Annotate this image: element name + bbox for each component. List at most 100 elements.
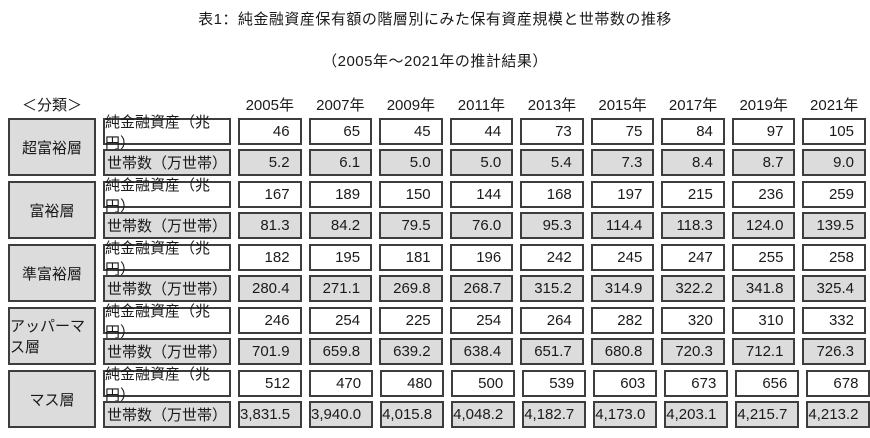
assets-row-label: 純金融資産（兆円）: [103, 366, 231, 404]
asset-value-cell: 189: [308, 181, 373, 208]
assets-row-label: 純金融資産（兆円）: [103, 114, 231, 152]
household-value-cell: 325.4: [802, 275, 866, 302]
asset-value-cell: 144: [449, 181, 514, 208]
household-value-cell: 5.0: [449, 149, 514, 176]
asset-value-cell: 258: [802, 244, 866, 271]
asset-value-cell: 320: [661, 307, 725, 334]
asset-value-cell: 225: [379, 307, 443, 334]
tier-block: アッパーマス層 純金融資産（兆円） 246 254 225 254 264 282 320 310…: [8, 303, 866, 365]
asset-value-cell: 470: [309, 370, 374, 397]
tier-block: 富裕層 純金融資産（兆円） 167 189 150 144 168 197 215 236 259 世…: [8, 177, 866, 239]
asset-value-cell: 75: [590, 118, 655, 145]
asset-value-cell: 254: [308, 307, 373, 334]
household-value-cell: 726.3: [802, 338, 866, 365]
asset-value-cell: 282: [590, 307, 655, 334]
household-value-cell: 7.3: [590, 149, 655, 176]
asset-value-cell: 65: [308, 118, 373, 145]
assets-row-label: 純金融資産（兆円）: [103, 303, 231, 341]
asset-value-cell: 673: [664, 370, 729, 397]
household-value-cell: 701.9: [238, 338, 302, 365]
asset-value-cell: 46: [238, 118, 302, 145]
table-subtitle: （2005年～2021年の推計結果）: [322, 53, 548, 70]
year-label: 2015年: [598, 97, 647, 114]
asset-value-cell: 310: [731, 307, 796, 334]
household-value-cell: 341.8: [731, 275, 796, 302]
household-value-cell: 5.4: [520, 149, 584, 176]
household-value-cell: 638.4: [449, 338, 514, 365]
year-label: 2009年: [386, 97, 436, 114]
year-header-row: ＜分類＞ 2005年 2007年 2009年 2011年 2013年 2015年 2017年…: [8, 94, 866, 114]
asset-value-cell: 539: [522, 370, 587, 397]
asset-value-cell: 500: [451, 370, 516, 397]
household-value-cell: 5.0: [379, 149, 443, 176]
household-value-cell: 322.2: [661, 275, 725, 302]
household-value-cell: 124.0: [731, 212, 796, 239]
asset-value-cell: 45: [379, 118, 443, 145]
asset-value-cell: 73: [520, 118, 584, 145]
household-value-cell: 118.3: [661, 212, 725, 239]
household-value-cell: 76.0: [449, 212, 514, 239]
asset-value-cell: 44: [449, 118, 514, 145]
asset-tier-table: ＜分類＞ 2005年 2007年 2009年 2011年 2013年 2015年 2017年…: [8, 94, 870, 433]
household-value-cell: 4,203.1: [664, 401, 729, 428]
asset-value-cell: 512: [238, 370, 303, 397]
tier-label: マス層: [8, 370, 96, 428]
tier-blocks: 超富裕層 純金融資産（兆円） 46 65 45 44 73 75 84 97 105 世帯数（万世帯）…: [8, 114, 870, 428]
household-value-cell: 81.3: [238, 212, 302, 239]
table-title: 表1：純金融資産保有額の階層別にみた保有資産規模と世帯数の推移: [198, 11, 672, 28]
asset-value-cell: 245: [590, 244, 655, 271]
asset-value-cell: 255: [731, 244, 796, 271]
tier-label: アッパーマス層: [8, 307, 96, 365]
year-label: 2019年: [739, 97, 788, 114]
asset-value-cell: 97: [731, 118, 796, 145]
year-label: 2011年: [457, 97, 506, 114]
asset-value-cell: 480: [380, 370, 445, 397]
household-value-cell: 4,215.7: [735, 401, 800, 428]
household-value-cell: 712.1: [731, 338, 796, 365]
assets-row-label: 純金融資産（兆円）: [103, 177, 231, 215]
household-value-cell: 3,831.5: [238, 401, 303, 428]
asset-value-cell: 105: [802, 118, 866, 145]
asset-value-cell: 196: [449, 244, 514, 271]
tier-label: 超富裕層: [8, 118, 96, 176]
asset-value-cell: 264: [520, 307, 584, 334]
assets-row-label: 純金融資産（兆円）: [103, 240, 231, 278]
asset-value-cell: 150: [379, 181, 443, 208]
tier-label: 富裕層: [8, 181, 96, 239]
asset-value-cell: 215: [661, 181, 725, 208]
asset-value-cell: 246: [238, 307, 302, 334]
household-value-cell: 280.4: [238, 275, 302, 302]
asset-value-cell: 254: [449, 307, 514, 334]
household-value-cell: 84.2: [308, 212, 373, 239]
household-value-cell: 9.0: [802, 149, 866, 176]
asset-value-cell: 678: [806, 370, 870, 397]
household-value-cell: 639.2: [379, 338, 443, 365]
asset-value-cell: 242: [520, 244, 584, 271]
year-label: 2005年: [245, 97, 294, 114]
households-row-label: 世帯数（万世帯）: [103, 275, 231, 302]
asset-value-cell: 197: [590, 181, 655, 208]
household-value-cell: 315.2: [520, 275, 584, 302]
households-row-label: 世帯数（万世帯）: [103, 401, 231, 428]
household-value-cell: 651.7: [520, 338, 584, 365]
household-value-cell: 114.4: [590, 212, 655, 239]
year-label: 2017年: [668, 97, 718, 114]
household-value-cell: 268.7: [449, 275, 514, 302]
household-value-cell: 4,048.2: [451, 401, 516, 428]
household-value-cell: 659.8: [308, 338, 373, 365]
year-label: 2013年: [527, 97, 577, 114]
household-value-cell: 4,173.0: [593, 401, 658, 428]
household-value-cell: 139.5: [802, 212, 866, 239]
household-value-cell: 680.8: [590, 338, 655, 365]
year-label: 2007年: [316, 97, 365, 114]
asset-value-cell: 332: [802, 307, 866, 334]
households-row-label: 世帯数（万世帯）: [103, 212, 231, 239]
tier-block: 超富裕層 純金融資産（兆円） 46 65 45 44 73 75 84 97 105 世帯数（万世帯）…: [8, 114, 866, 176]
asset-value-cell: 259: [802, 181, 866, 208]
household-value-cell: 271.1: [308, 275, 373, 302]
household-value-cell: 8.7: [731, 149, 796, 176]
household-value-cell: 4,213.2: [806, 401, 870, 428]
household-value-cell: 5.2: [238, 149, 302, 176]
asset-value-cell: 167: [238, 181, 302, 208]
